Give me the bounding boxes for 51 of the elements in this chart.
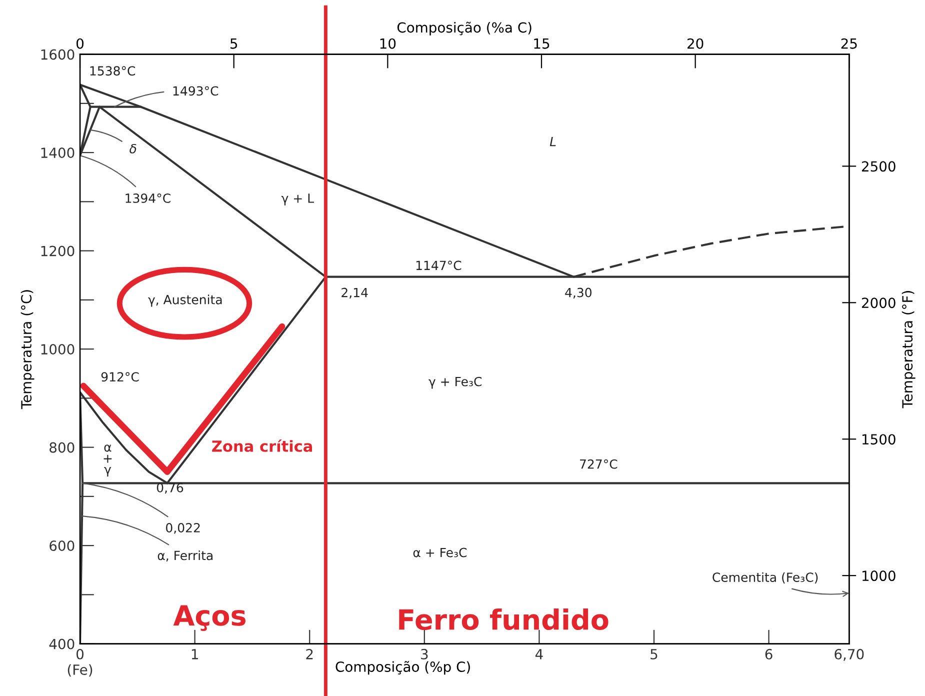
y-tick-label: 800 [50, 442, 74, 453]
annotation: Ferro fundido [399, 608, 608, 630]
x2-tick-label: 25 [841, 38, 857, 49]
annotation: 912°C [101, 372, 139, 382]
x-tick-label: 4 [535, 649, 543, 660]
annotation: 1147°C [416, 260, 462, 270]
x2-tick-label: 10 [380, 38, 396, 49]
y-axis-title: Temperatura (°C) [20, 290, 34, 410]
annotation: δ [130, 144, 136, 154]
x-tick-label: 1 [192, 649, 198, 660]
x-tick-label: 0 (Fe) [68, 648, 92, 677]
annotation: α + γ [104, 444, 112, 476]
x-tick-label: 2 [306, 648, 313, 660]
annotation: γ + L [281, 194, 314, 206]
y-tick-label: 600 [50, 540, 74, 552]
annotation: 0,022 [166, 523, 200, 534]
y-tick-label: 1200 [41, 246, 74, 256]
y2-axis-title: Temperatura (°F) [902, 291, 916, 408]
y2-tick-label: 2000 [862, 298, 896, 308]
annotation: L [550, 137, 556, 146]
y-tick-label: 400 [49, 638, 74, 650]
x-tick-label: 5 [650, 649, 658, 660]
y2-tick-label: 1500 [862, 434, 896, 445]
annotation: 0,76 [156, 482, 184, 494]
y2-tick-label: 1000 [862, 570, 896, 582]
annotation: Cementita (Fe₃C) [712, 572, 818, 584]
annotation: 2,14 [342, 288, 368, 299]
x2-tick-label: 20 [688, 38, 704, 49]
annotation: α + Fe₃C [413, 548, 467, 558]
annotation: 1394°C [126, 193, 170, 203]
annotation: γ, Austenita [148, 294, 222, 307]
annotation: 4,30 [565, 288, 592, 299]
y-tick-label: 1000 [41, 344, 74, 355]
annotation: γ + Fe₃C [428, 376, 482, 389]
x2-tick-label: 5 [230, 38, 238, 49]
x2-tick-label: 0 [76, 38, 84, 49]
x-tick-label: 6 [765, 648, 772, 660]
y2-tick-label: 2500 [862, 161, 896, 172]
annotation: 1538°C [90, 66, 136, 76]
annotation: 1493°C [173, 86, 218, 96]
y-tick-label: 1400 [41, 148, 74, 158]
x2-axis-title: Composição (%a C) [397, 22, 532, 36]
annotation: Aços [173, 605, 246, 631]
annotation: Zona crítica [212, 439, 312, 452]
y-tick-label: 1600 [41, 49, 74, 60]
annotation: α, Ferrita [158, 550, 212, 562]
x2-tick-label: 15 [534, 38, 550, 49]
x-tick-label: 6,70 [834, 648, 864, 661]
x-axis-title: Composição (%p C) [336, 660, 470, 675]
annotation: 727°C [580, 459, 618, 469]
x-tick-label: 3 [421, 648, 428, 660]
